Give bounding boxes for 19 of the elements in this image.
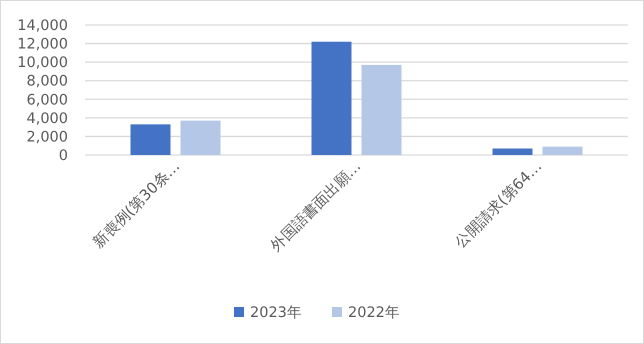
y-tick-label: 12,000 [17, 36, 68, 53]
x-tick-label: 外国語書面出願… [266, 157, 364, 255]
y-tick-label: 14,000 [17, 18, 68, 34]
legend-label: 2023年 [250, 304, 302, 321]
bar [542, 146, 582, 155]
bar [312, 42, 352, 155]
legend-label: 2022年 [348, 304, 400, 321]
y-tick-label: 10,000 [17, 55, 68, 72]
x-tick-label: 新喪例(第30条… [89, 157, 184, 252]
bar [362, 64, 402, 155]
y-tick-label: 2,000 [26, 129, 68, 146]
bar [130, 124, 170, 155]
y-tick-label: 8,000 [26, 74, 68, 90]
x-tick-label: 公開請求(第64… [451, 157, 546, 252]
y-tick-label: 0 [58, 148, 68, 164]
y-tick-label: 4,000 [26, 110, 68, 127]
y-tick-label: 6,000 [26, 92, 68, 108]
bar [180, 120, 220, 155]
bar [492, 148, 532, 155]
